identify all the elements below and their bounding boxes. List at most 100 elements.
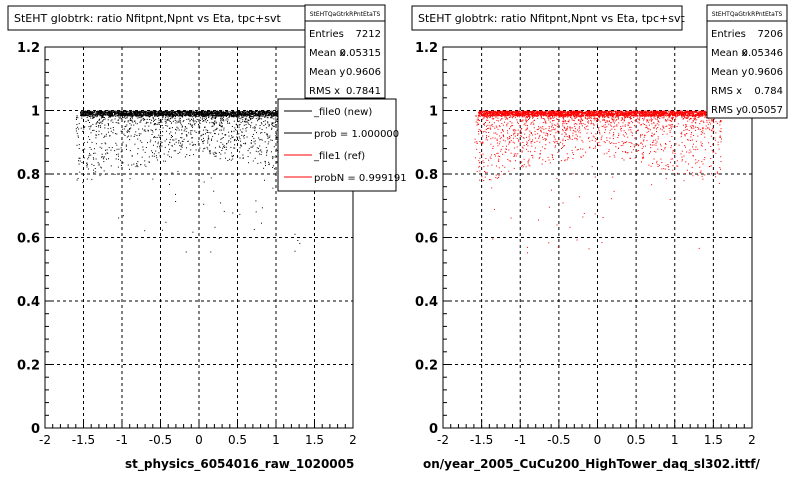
- data-point: [88, 136, 89, 137]
- data-point: [96, 122, 97, 123]
- data-point: [207, 120, 208, 121]
- data-point: [230, 138, 231, 139]
- data-point: [149, 112, 150, 113]
- data-point: [186, 115, 187, 116]
- data-point: [99, 119, 100, 120]
- data-point: [276, 130, 277, 131]
- data-point: [245, 118, 246, 119]
- data-point: [165, 147, 166, 148]
- data-point: [89, 155, 90, 156]
- data-point: [205, 119, 206, 120]
- data-point: [188, 132, 189, 133]
- data-point: [241, 115, 242, 116]
- data-point: [250, 125, 251, 126]
- data-point: [136, 163, 137, 164]
- data-point: [182, 144, 183, 145]
- data-point: [256, 124, 257, 125]
- data-point: [207, 141, 208, 142]
- data-point: [250, 152, 251, 153]
- data-point: [98, 114, 99, 115]
- data-point: [97, 116, 98, 117]
- data-point: [115, 118, 116, 119]
- data-point: [263, 121, 264, 122]
- data-point: [259, 146, 260, 147]
- data-point: [233, 131, 234, 132]
- data-point: [152, 152, 153, 153]
- data-point: [256, 132, 257, 133]
- data-point: [167, 112, 168, 113]
- data-point: [224, 147, 225, 148]
- data-point: [194, 111, 195, 112]
- data-point: [224, 128, 225, 129]
- data-point: [173, 112, 174, 113]
- data-point: [203, 141, 204, 142]
- data-point: [265, 120, 266, 121]
- data-point: [141, 113, 142, 114]
- data-point: [152, 111, 153, 112]
- data-point: [83, 115, 84, 116]
- data-point: [180, 123, 181, 124]
- data-point: [81, 113, 82, 114]
- data-point: [99, 131, 100, 132]
- data-point: [272, 125, 273, 126]
- data-point: [233, 114, 234, 115]
- data-point: [137, 161, 138, 162]
- data-point: [198, 112, 199, 113]
- data-point: [146, 122, 147, 123]
- data-point: [266, 127, 267, 128]
- stats-value: 0.7841: [346, 86, 381, 97]
- data-point: [109, 112, 110, 113]
- data-point: [175, 114, 176, 115]
- data-point: [100, 175, 101, 176]
- data-point: [160, 122, 161, 123]
- data-point: [185, 156, 186, 157]
- data-point: [200, 120, 201, 121]
- data-point: [265, 161, 266, 162]
- data-point: [186, 113, 187, 114]
- data-point: [193, 121, 194, 122]
- data-point: [92, 114, 93, 115]
- data-point: [267, 121, 268, 122]
- data-point: [169, 128, 170, 129]
- data-point: [99, 165, 100, 166]
- data-point: [140, 114, 141, 115]
- data-point: [93, 114, 94, 115]
- data-point: [101, 167, 102, 168]
- data-point: [166, 120, 167, 121]
- data-point: [77, 180, 78, 181]
- data-point: [224, 115, 225, 116]
- data-point: [185, 127, 186, 128]
- data-point: [86, 114, 87, 115]
- data-point: [203, 204, 204, 205]
- data-point: [208, 136, 209, 137]
- data-point: [157, 116, 158, 117]
- data-point: [260, 162, 261, 163]
- data-point: [189, 121, 190, 122]
- data-point: [261, 154, 262, 155]
- data-point: [132, 116, 133, 117]
- data-point: [267, 112, 268, 113]
- data-point: [191, 112, 192, 113]
- data-point: [190, 149, 191, 150]
- data-point: [150, 113, 151, 114]
- data-point: [87, 112, 88, 113]
- data-point: [227, 121, 228, 122]
- data-point: [208, 113, 209, 114]
- data-point: [220, 113, 221, 114]
- data-point: [217, 128, 218, 129]
- data-point: [206, 111, 207, 112]
- data-point: [261, 122, 262, 123]
- data-point: [136, 111, 137, 112]
- data-point: [205, 113, 206, 114]
- data-point: [243, 115, 244, 116]
- data-point: [257, 120, 258, 121]
- data-point: [220, 111, 221, 112]
- data-point: [230, 147, 231, 148]
- x-tick-label: -2: [39, 433, 51, 447]
- data-point: [118, 218, 119, 219]
- data-point: [234, 113, 235, 114]
- data-point: [272, 118, 273, 119]
- data-point: [236, 112, 237, 113]
- data-point: [257, 147, 258, 148]
- data-point: [186, 154, 187, 155]
